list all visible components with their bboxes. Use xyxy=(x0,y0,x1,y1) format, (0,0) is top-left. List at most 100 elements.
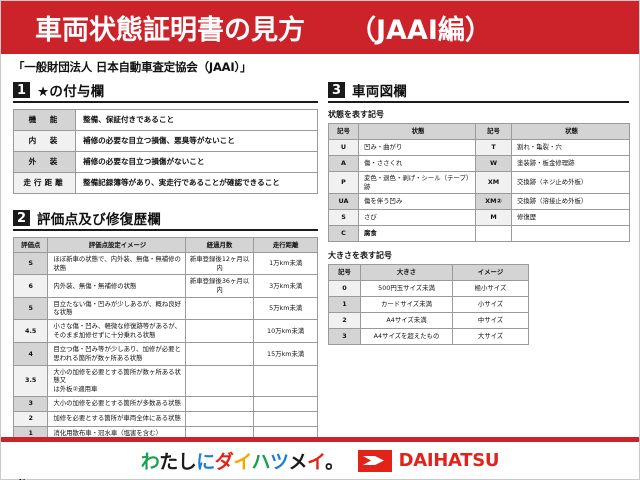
subtitle: 「一般財団法人 日本自動車査定協会（JAAI）」 xyxy=(13,60,252,74)
eval-image: 目立つ傷・凹み等が少しあり、加修が必要と 思われる箇所が数ヶ所ある状態 xyxy=(47,341,186,366)
size-desc: 500円玉サイズ未満 xyxy=(360,280,453,298)
table-row: 5 目立たない傷・凹みが少しあるが、概ね良好な状態 5万km未満 xyxy=(12,296,318,320)
star-row-label: 走行距離 xyxy=(13,172,76,194)
condition-left: さび xyxy=(358,209,476,227)
section-1-title: ★の付与欄 xyxy=(37,84,105,100)
star-row-value: 補修の必要な目立つ損傷がないこと xyxy=(75,151,318,173)
eval-months xyxy=(184,395,255,412)
evaluation-table-body: S ほぼ新車の状態で、内外装、無傷・無補修の状態 新車登録後12ヶ月以内 1万k… xyxy=(12,251,318,457)
section-2-number: 2 xyxy=(13,210,30,226)
table-row: P 変色・退色・剥げ・シール（テープ）跡 XM 交換跡（ネジ止め外板） xyxy=(328,170,630,195)
table-row: C 腐食 xyxy=(328,225,630,243)
table-row: 内 装 補修の必要な目立つ損傷、悪臭等がないこと xyxy=(13,130,318,152)
section-3-heading: 3 車両図欄 xyxy=(328,80,629,103)
tagline-char: た xyxy=(159,451,178,473)
eval-image: ほぼ新車の状態で、内外装、無傷・無補修の状態 xyxy=(47,251,186,276)
column-header-mileage: 走行距離 xyxy=(253,237,318,253)
column-header-symbol-right: 記号 xyxy=(475,123,512,140)
table-row: 4 目立つ傷・凹み等が少しあり、加修が必要と 思われる箇所が数ヶ所ある状態 15万… xyxy=(12,341,318,366)
condition-right: 塗装跡・板金修理跡 xyxy=(511,155,630,172)
star-row-label: 内 装 xyxy=(13,130,76,152)
brand-tagline: わたしにダイハツメイ。 xyxy=(141,447,344,474)
eval-score: 4 xyxy=(12,341,49,366)
symbol-right: XM② xyxy=(475,193,512,211)
size-symbol: 3 xyxy=(328,328,361,346)
symbol-right: T xyxy=(475,139,512,156)
star-criteria-table: 機 能 整備、保証付きであること 内 装 補修の必要な目立つ損傷、悪臭等がないこ… xyxy=(13,109,318,194)
size-image: 大サイズ xyxy=(452,328,529,346)
condition-right: 修復歴 xyxy=(511,209,630,227)
eval-mileage: 5万km未満 xyxy=(253,296,318,320)
condition-right xyxy=(511,225,630,243)
condition-right: 交換跡（溶接止め外板） xyxy=(511,193,630,211)
content-columns: 1 ★の付与欄 機 能 整備、保証付きであること 内 装 補修の必要な目立つ損傷… xyxy=(1,75,639,480)
daihatsu-logo: DAIHATSU xyxy=(357,449,500,472)
tagline-char: ハ xyxy=(251,451,270,473)
eval-months: 新車登録後36ヶ月以内 xyxy=(184,274,255,298)
symbol-left: U xyxy=(328,139,359,156)
symbol-right: XM xyxy=(475,170,512,195)
eval-mileage xyxy=(253,395,318,412)
tagline-char: し xyxy=(177,451,197,473)
size-desc: A4サイズ未満 xyxy=(360,312,453,330)
left-column: 1 ★の付与欄 機 能 整備、保証付きであること 内 装 補修の必要な目立つ損傷… xyxy=(12,80,318,480)
section-1-number: 1 xyxy=(13,82,30,98)
eval-mileage xyxy=(253,364,318,397)
eval-mileage: 3万km未満 xyxy=(253,274,318,298)
table-row: UA 傷を伴う凹み XM② 交換跡（溶接止め外板） xyxy=(328,193,630,211)
table-row: S ほぼ新車の状態で、内外装、無傷・無補修の状態 新車登録後12ヶ月以内 1万k… xyxy=(12,251,318,276)
symbol-right: W xyxy=(475,155,512,172)
star-row-value: 整備記録簿等があり、実走行であることが確認できること xyxy=(75,172,318,194)
eval-score: 3.5 xyxy=(12,364,49,397)
size-image: 小サイズ xyxy=(452,296,529,314)
symbol-table-heading: 状態を表す記号 xyxy=(328,110,384,119)
column-header-condition-left: 状態 xyxy=(358,123,476,140)
eval-months xyxy=(184,410,255,427)
eval-months xyxy=(184,318,255,343)
table-row: 2 加修を必要とする箇所が車両全体にある状態 xyxy=(12,410,318,427)
size-image: 中サイズ xyxy=(452,312,529,330)
table-header-row: 評価点 評価点設定イメージ 経過月数 走行距離 xyxy=(12,237,318,253)
daihatsu-emblem-icon xyxy=(357,449,392,472)
column-header-size-symbol: 記号 xyxy=(328,264,361,282)
table-row: 3.5 大小の加修を必要とする箇所が数ヶ所ある状態又 は外板②適用車 xyxy=(12,364,318,397)
eval-score: S xyxy=(12,251,49,276)
eval-score: 5 xyxy=(12,296,49,320)
section-1-heading: 1 ★の付与欄 xyxy=(13,80,318,103)
eval-months xyxy=(184,341,255,366)
eval-score: 3 xyxy=(12,395,49,412)
tagline-char: メ xyxy=(288,451,307,473)
condition-right: 交換跡（ネジ止め外板） xyxy=(511,170,630,195)
footer: わたしにダイハツメイ。 DAIHATSU xyxy=(1,442,639,479)
table-row: 6 内外装、無傷・無補修の状態 新車登録後36ヶ月以内 3万km未満 xyxy=(12,274,318,298)
tagline-char: ツ xyxy=(269,451,289,473)
evaluation-table-head: 評価点 評価点設定イメージ 経過月数 走行距離 xyxy=(12,237,318,253)
eval-image: 小さな傷・凹み、軽微な修復跡等があるが、 そのまま加修せずに十分乗れる状態 xyxy=(47,318,186,343)
size-symbol-head: 記号 大きさ イメージ xyxy=(328,264,529,282)
symbol-left: A xyxy=(328,155,359,172)
section-2-title: 評価点及び修復歴欄 xyxy=(37,212,162,228)
title-bar: 車両状態証明書の見方 （JAAI編） xyxy=(1,1,639,54)
table-row: 0 500円玉サイズ未満 極小サイズ xyxy=(328,280,529,298)
column-header-image: 評価点設定イメージ xyxy=(47,237,186,253)
condition-left: 凹み・曲がり xyxy=(358,139,476,156)
footer-divider xyxy=(1,437,639,442)
condition-left: 変色・退色・剥げ・シール（テープ）跡 xyxy=(358,170,476,195)
eval-image: 大小の加修を必要とする箇所が数ヶ所ある状態又 は外板②適用車 xyxy=(47,364,186,397)
tagline-char: ダ xyxy=(214,451,234,473)
eval-mileage: 15万km未満 xyxy=(253,341,318,366)
table-row: 機 能 整備、保証付きであること xyxy=(13,109,318,131)
symbol-left: S xyxy=(328,209,359,227)
eval-score: 4.5 xyxy=(12,318,49,343)
size-symbol-body: 0 500円玉サイズ未満 極小サイズ 1 カードサイズ未満 小サイズ 2 A4サ… xyxy=(328,280,529,346)
table-row: 4.5 小さな傷・凹み、軽微な修復跡等があるが、 そのまま加修せずに十分乗れる状態… xyxy=(12,318,318,343)
symbol-left: P xyxy=(328,170,359,195)
eval-months xyxy=(184,296,255,320)
star-criteria-body: 機 能 整備、保証付きであること 内 装 補修の必要な目立つ損傷、悪臭等がないこ… xyxy=(13,109,318,194)
table-row: 1 カードサイズ未満 小サイズ xyxy=(328,296,529,314)
size-desc: A4サイズを超えたもの xyxy=(360,328,453,346)
symbol-left: C xyxy=(328,225,359,243)
evaluation-table: 評価点 評価点設定イメージ 経過月数 走行距離 S ほぼ新車の状態で、内外装、無… xyxy=(12,237,318,457)
column-header-score: 評価点 xyxy=(12,237,49,253)
